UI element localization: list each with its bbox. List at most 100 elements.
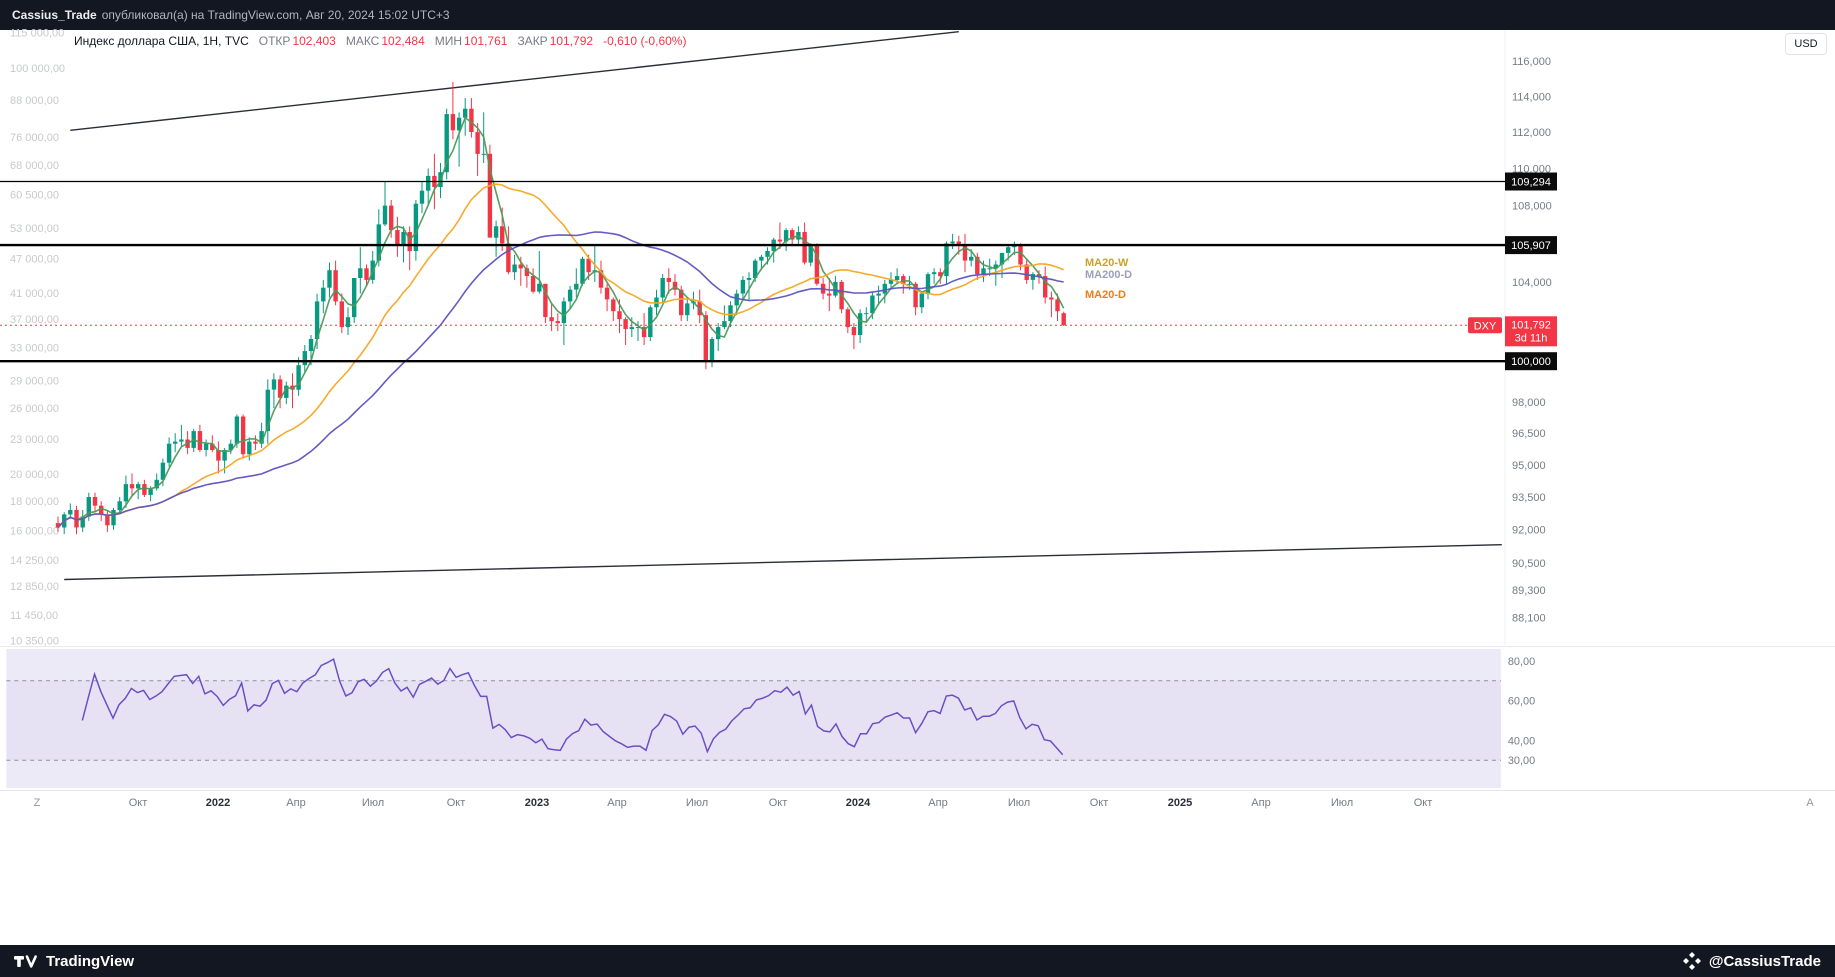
candle-body: [777, 239, 783, 242]
candle-body: [950, 241, 955, 244]
candle-body: [123, 484, 129, 502]
candle-body: [401, 232, 406, 246]
candle-body: [456, 117, 462, 131]
candle-body: [703, 315, 708, 362]
candle-body: [543, 283, 548, 318]
rsi-axis-label: 80,00: [1508, 656, 1535, 668]
current-price-tag: [1505, 316, 1557, 347]
candle-body: [74, 510, 79, 528]
legend-open: ОТКР 102,403: [258, 34, 336, 48]
trendline[interactable]: [64, 544, 1502, 581]
candle-body: [598, 270, 604, 288]
level-price-tag-label: 100,000: [1511, 356, 1551, 368]
time-axis[interactable]: Z Окт 2022 Апр Июл Окт 2023 Апр Июл Окт 2024 Апр Июл…: [0, 790, 1835, 816]
candle-body: [808, 245, 813, 263]
rsi-pane-canvas[interactable]: 80,00 60,00 40,00 30,00: [0, 646, 1835, 790]
candle-body: [166, 443, 172, 463]
symbol-tag: [1468, 317, 1502, 334]
candle-body: [894, 276, 900, 280]
candle-body: [271, 379, 277, 390]
candle-body: [716, 327, 721, 340]
tradingview-logo-icon: [14, 954, 37, 968]
candle-body: [759, 256, 764, 261]
rsi-band-fill: [6, 680, 1501, 761]
candle-body: [500, 226, 505, 244]
chart-legend: Индекс доллара США, 1Н, TVC ОТКР 102,403…: [74, 34, 686, 48]
candle-body: [1006, 247, 1011, 253]
candle-body: [580, 258, 585, 284]
time-axis-label: Z: [33, 797, 41, 809]
candle-body: [321, 287, 326, 302]
right-axis-label: 90,500: [1512, 558, 1546, 570]
left-axis-label: 12 850,00: [10, 581, 59, 593]
level-price-tag: [1505, 352, 1557, 371]
candle-body: [857, 313, 863, 335]
candle-body: [1036, 274, 1042, 276]
candle-body: [666, 278, 671, 282]
candle-body: [679, 289, 684, 316]
ma-line-MA200-D[interactable]: [57, 231, 1064, 529]
candle-body: [827, 293, 832, 296]
trendline[interactable]: [70, 31, 959, 131]
currency-button[interactable]: USD: [1785, 33, 1827, 55]
candle-body: [555, 321, 560, 324]
candle-body: [845, 309, 850, 328]
candle-body: [327, 270, 332, 288]
candle-body: [660, 278, 665, 298]
left-axis-label: 88 000,00: [10, 95, 59, 107]
rsi-axis-label: 40,00: [1508, 735, 1535, 747]
candle-body: [814, 245, 820, 284]
right-axis-label: 92,000: [1512, 525, 1546, 537]
time-axis-label: Июл: [1330, 797, 1354, 809]
candle-body: [734, 293, 739, 306]
legend-close: ЗАКР 101,792: [517, 34, 594, 48]
candle-body: [302, 351, 307, 366]
candle-body: [352, 278, 357, 318]
header-username[interactable]: Cassius_Trade: [12, 8, 97, 22]
candle-body: [92, 497, 98, 506]
level-price-tag: [1505, 236, 1557, 255]
candle-body: [567, 289, 573, 302]
candle-body: [481, 153, 486, 155]
candle-body: [944, 243, 949, 277]
candle-body: [648, 307, 653, 337]
ma-line-MA20-D[interactable]: [57, 116, 1065, 529]
candle-body: [512, 264, 517, 273]
candle-body: [888, 279, 894, 284]
time-axis-label: Апр: [1251, 797, 1271, 809]
candle-body: [68, 510, 73, 515]
bar-countdown-label: 3d 11h: [1515, 332, 1548, 344]
candle-body: [395, 230, 400, 246]
candle-body: [901, 276, 906, 284]
candle-body: [999, 252, 1005, 265]
time-axis-label: Апр: [607, 797, 627, 809]
candle-body: [506, 243, 511, 273]
candle-body: [265, 389, 270, 432]
candle-body: [524, 268, 530, 276]
symbol-title[interactable]: Индекс доллара США, 1Н, TVC: [74, 34, 249, 48]
ma-line-MA20-W[interactable]: [57, 183, 1064, 529]
rsi-line[interactable]: [81, 657, 1064, 756]
right-axis-label: 89,300: [1512, 585, 1546, 597]
candle-body: [413, 203, 419, 251]
candle-body: [641, 327, 647, 338]
candle-body: [882, 283, 887, 294]
candle-body: [530, 276, 536, 292]
left-axis-label: 16 000,00: [10, 526, 59, 538]
footer-brand-label: TradingView: [46, 952, 135, 970]
candle-body: [314, 301, 320, 339]
candle-body: [722, 321, 727, 328]
left-axis-label: 11 450,00: [10, 610, 58, 622]
tradingview-brand[interactable]: TradingView: [14, 953, 134, 970]
main-chart-canvas[interactable]: 115 000,00 100 000,00 88 000,00 76 000,00 68…: [0, 28, 1835, 648]
candle-body: [709, 339, 715, 362]
candle-body: [80, 516, 85, 528]
candle-body: [345, 317, 351, 328]
author-watermark: @CassiusTrade: [1682, 952, 1821, 970]
left-axis-label: 115 000,00: [10, 28, 64, 40]
candle-body: [240, 416, 246, 455]
left-axis-label: 33 000,00: [10, 343, 59, 355]
candle-body: [129, 484, 135, 489]
candle-body: [913, 283, 918, 308]
right-axis-label: 88,100: [1512, 612, 1546, 624]
